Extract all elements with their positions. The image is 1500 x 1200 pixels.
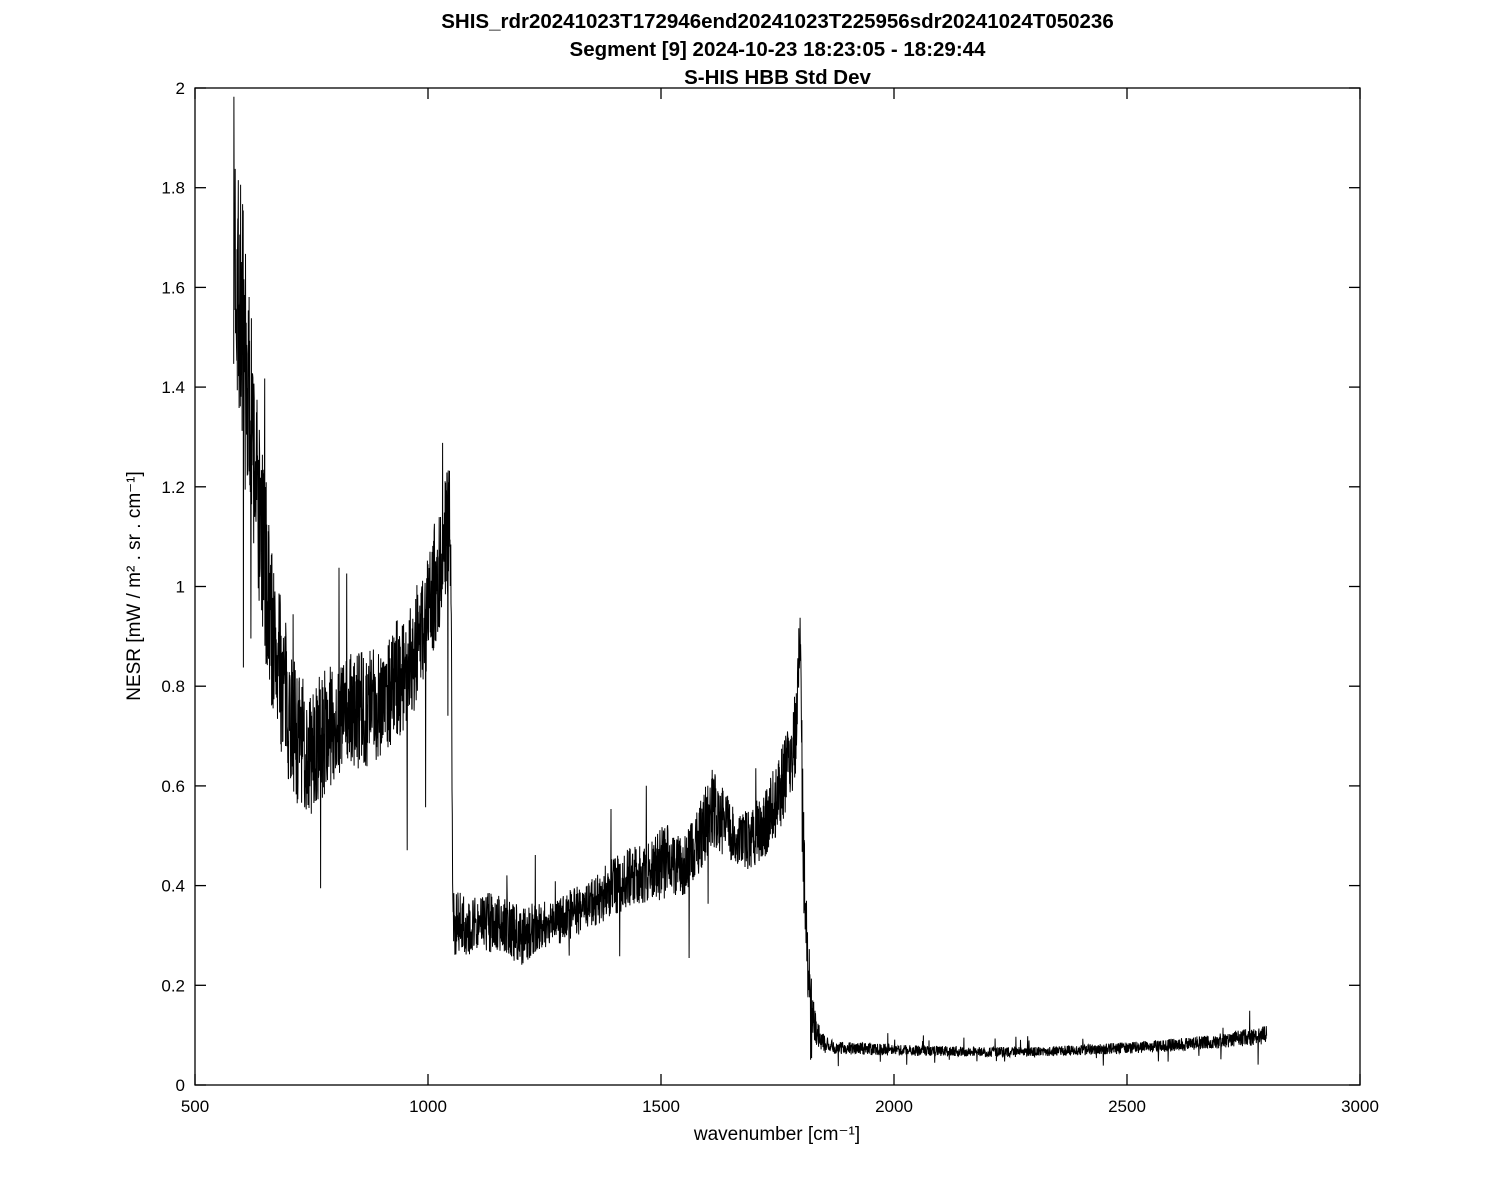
y-tick-label: 0.8 (161, 677, 185, 696)
spectrum-line (233, 96, 1268, 1067)
x-tick-label: 3000 (1341, 1097, 1379, 1116)
title-line-3: S-HIS HBB Std Dev (684, 66, 871, 89)
x-axis-tick-labels: 500 1000 1500 2000 2500 3000 (181, 1097, 1379, 1116)
y-axis-tick-labels: 0 0.2 0.4 0.6 0.8 1 1.2 1.4 1.6 1.8 2 (161, 79, 185, 1095)
y-tick-label: 2 (176, 79, 185, 98)
x-axis-label: wavenumber [cm⁻¹] (693, 1124, 860, 1145)
plot-area (194, 87, 1361, 1086)
x-tick-label: 2500 (1108, 1097, 1146, 1116)
x-tick-label: 1500 (642, 1097, 680, 1116)
x-tick-label: 500 (181, 1097, 209, 1116)
y-tick-label: 1.8 (161, 179, 185, 198)
chart-title: SHIS_rdr20241023T172946end20241023T22595… (195, 8, 1360, 92)
title-line-1: SHIS_rdr20241023T172946end20241023T22595… (441, 10, 1114, 33)
axis-ticks (194, 87, 1361, 1086)
y-axis-label: NESR [mW / m² . sr . cm⁻¹] (124, 471, 145, 701)
y-tick-label: 1.2 (161, 478, 185, 497)
y-tick-label: 1.6 (161, 278, 185, 297)
y-tick-label: 1.4 (161, 378, 185, 397)
x-tick-label: 1000 (409, 1097, 447, 1116)
y-tick-label: 0 (176, 1076, 185, 1095)
x-tick-label: 2000 (875, 1097, 913, 1116)
y-tick-label: 1 (176, 578, 185, 597)
title-line-2: Segment [9] 2024-10-23 18:23:05 - 18:29:… (569, 38, 986, 61)
y-tick-label: 0.4 (161, 877, 185, 896)
y-tick-label: 0.6 (161, 777, 185, 796)
y-tick-label: 0.2 (161, 976, 185, 995)
